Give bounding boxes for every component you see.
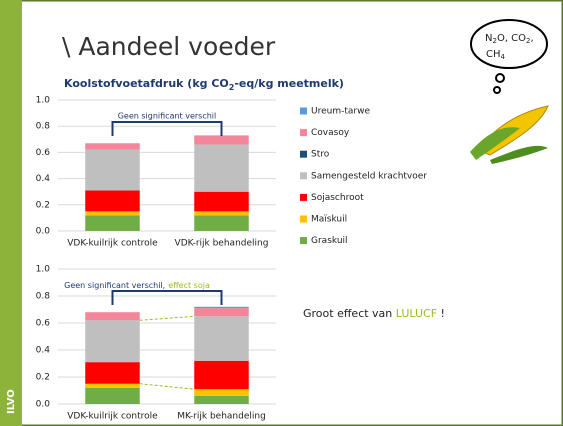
title-sub: 2 — [229, 83, 235, 92]
legend-swatch — [300, 172, 307, 180]
t: N — [485, 33, 492, 44]
bar-segment — [194, 144, 249, 192]
y-tick-label: 0.2 — [36, 373, 50, 383]
y-tick-label: 0.2 — [36, 200, 50, 210]
y-tick-label: 0.6 — [36, 319, 51, 329]
y-tick-label: 0.4 — [36, 346, 51, 356]
t: 2 — [492, 37, 496, 45]
bracket — [111, 121, 223, 136]
y-tick-label: 1.0 — [36, 96, 51, 106]
legend-label: Ureum-tarwe — [311, 107, 370, 117]
legend-swatch — [300, 193, 307, 201]
legend-swatch — [300, 129, 307, 137]
bubble-dot — [495, 73, 505, 83]
x-tick-label: VDK-rijk behandeling — [175, 239, 269, 249]
bar-segment — [194, 395, 249, 404]
t: 2 — [526, 37, 530, 45]
t: , — [531, 33, 534, 44]
legend-label: Sojaschroot — [311, 193, 364, 203]
annotation-part: effect soja — [168, 281, 210, 290]
bar-segment — [194, 316, 249, 361]
annotation: Geen significant verschil — [118, 112, 217, 121]
t: ! — [437, 307, 445, 320]
legend-label: Maïskuil — [311, 215, 347, 225]
bar-segment — [85, 143, 140, 150]
t: Groot effect van — [303, 307, 396, 320]
connector — [139, 315, 195, 321]
bar-segment — [194, 389, 249, 396]
legend-swatch — [300, 237, 307, 245]
y-tick-label: 1.0 — [36, 265, 51, 275]
bar-segment — [194, 360, 249, 390]
bubble-text: N2O, CO2, — [485, 33, 534, 45]
t: O, CO — [497, 33, 526, 44]
legend-swatch — [300, 107, 307, 115]
title-part: Koolstofvoetafdruk (kg CO — [64, 77, 229, 90]
legend-label: Graskuil — [311, 236, 348, 246]
statement: Groot effect van LULUCF ! — [303, 307, 445, 320]
bar-segment — [85, 211, 140, 216]
legend-label: Samengesteld krachtvoer — [311, 171, 427, 181]
bubble-text: CH4 — [486, 49, 506, 61]
bar-segment — [85, 320, 140, 363]
legend-swatch — [300, 215, 307, 223]
x-tick-label: VDK-kuilrijk controle — [67, 239, 158, 249]
bar-segment — [85, 312, 140, 321]
y-tick-label: 0.0 — [36, 227, 51, 237]
bar-segment — [85, 362, 140, 384]
bar-segment — [194, 306, 249, 309]
connector — [139, 383, 195, 390]
slide-title: \ Aandeel voeder — [62, 32, 276, 61]
bar-segment — [194, 211, 249, 216]
side-label: ILVO — [6, 389, 17, 414]
bubble — [470, 19, 548, 69]
bar-segment — [194, 135, 249, 145]
x-tick-label: VDK-kuilrijk controle — [67, 412, 158, 422]
bar-segment — [85, 149, 140, 191]
bar-segment — [194, 215, 249, 231]
annotation-part: Geen significant verschil, — [64, 281, 165, 290]
bar-segment — [194, 191, 249, 212]
y-tick-label: 0.6 — [36, 148, 51, 158]
bar-segment — [85, 383, 140, 388]
y-tick-label: 0.8 — [36, 292, 51, 302]
bar-segment — [85, 190, 140, 212]
corn-icon — [470, 105, 549, 164]
y-tick-label: 0.0 — [36, 400, 51, 410]
bar-segment — [85, 387, 140, 404]
t: 4 — [501, 53, 506, 61]
bar-segment — [85, 215, 140, 231]
bubble-dot — [493, 86, 501, 94]
bar-segment — [194, 308, 249, 317]
chart-title: Koolstofvoetafdruk (kg CO2-eq/kg meetmel… — [64, 77, 344, 92]
legend-label: Covasoy — [311, 128, 350, 138]
y-tick-label: 0.8 — [36, 122, 51, 132]
t: CH — [486, 49, 501, 60]
legend-swatch — [300, 150, 307, 158]
t: LULUCF — [396, 307, 437, 320]
annotation: Geen significant verschil, effect soja — [64, 281, 210, 290]
y-tick-label: 0.4 — [36, 174, 51, 184]
side-bar — [0, 0, 22, 426]
x-tick-label: MK-rijk behandeling — [177, 412, 266, 422]
title-part: -eq/kg meetmelk) — [234, 77, 344, 90]
legend-label: Stro — [311, 150, 330, 160]
bracket — [111, 290, 223, 305]
